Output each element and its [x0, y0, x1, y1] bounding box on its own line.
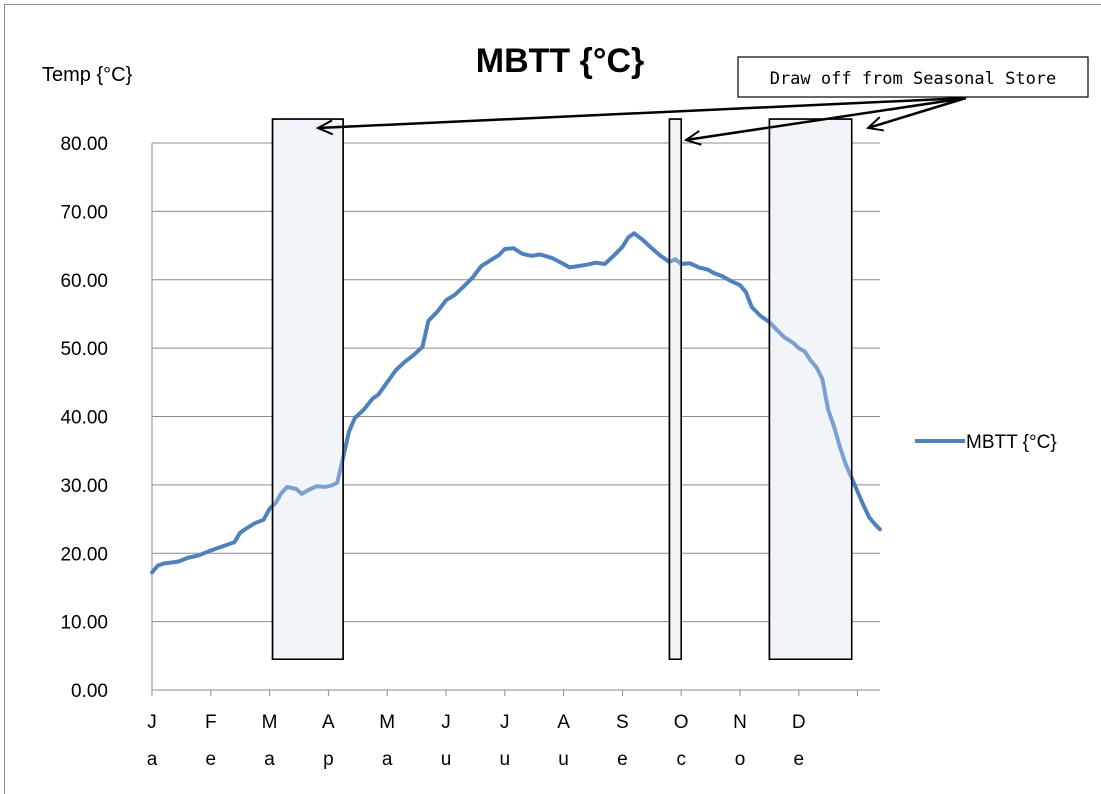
annotation-arrowhead: [865, 116, 884, 132]
x-tick-label: J: [147, 712, 157, 733]
annotation-arrow: [317, 96, 967, 130]
x-tick-label: J: [441, 712, 451, 733]
annotation: MBTT {°C} Draw off from Seasonal Store: [315, 56, 1089, 453]
x-tick-label: p: [323, 749, 334, 770]
legend-label: MBTT {°C}: [966, 432, 1057, 453]
chart-title: MBTT {°C}: [476, 42, 644, 80]
annotation-arrowhead: [315, 119, 334, 136]
x-tick-label: N: [733, 712, 747, 733]
x-tick-label: a: [382, 749, 393, 770]
y-axis-label: Temp {°C}: [42, 64, 133, 86]
axes: 0.00 10.00 20.00 30.00 40.00 50.00 60.00 70.00 8…: [60, 134, 880, 770]
highlight-bands: [271, 118, 853, 660]
highlight-band-overlay: [768, 118, 853, 660]
x-tick-label: u: [441, 749, 452, 770]
x-tick-label: M: [379, 712, 395, 733]
y-tick-label: 50.00: [60, 339, 108, 360]
x-tick-label: F: [205, 712, 217, 733]
y-tick-label: 60.00: [60, 271, 108, 292]
x-tick-label: S: [616, 712, 629, 733]
annotation-arrowhead: [683, 130, 702, 146]
annotation-box: [737, 56, 1089, 98]
y-tick-label: 0.00: [71, 681, 108, 702]
series-line: [150, 231, 882, 575]
highlight-band-overlay: [271, 118, 344, 660]
x-tick-label: A: [322, 712, 335, 733]
x-tick-label: A: [557, 712, 570, 733]
band-overlays: [271, 118, 853, 660]
x-tick-label: O: [674, 712, 689, 733]
x-tick-label: e: [206, 749, 217, 770]
y-tick-label: 40.00: [60, 408, 108, 429]
x-tick-label: u: [500, 749, 511, 770]
x-tick-label: o: [735, 749, 746, 770]
gridlines: [152, 142, 880, 623]
y-tick-label: 70.00: [60, 202, 108, 223]
x-tick-label: u: [558, 749, 569, 770]
y-tick-label: 10.00: [60, 613, 108, 634]
annotation-text: Draw off from Seasonal Store: [770, 69, 1057, 89]
x-tick-label: D: [792, 712, 806, 733]
series-lines: [150, 231, 882, 575]
x-tick-label: J: [500, 712, 510, 733]
annotation-arrow: [685, 96, 967, 142]
highlight-band-overlay: [668, 118, 682, 660]
x-tick-label: c: [676, 749, 686, 770]
x-tick-label: a: [264, 749, 275, 770]
y-tick-label: 30.00: [60, 476, 108, 497]
y-tick-label: 20.00: [60, 544, 108, 565]
y-tick-label: 80.00: [60, 134, 108, 155]
annotation-arrow: [867, 96, 967, 130]
chart-border: [4, 4, 1101, 794]
x-tick-label: M: [262, 712, 278, 733]
x-tick-label: e: [617, 749, 628, 770]
x-tick-label: a: [147, 749, 158, 770]
x-tick-label: e: [794, 749, 805, 770]
